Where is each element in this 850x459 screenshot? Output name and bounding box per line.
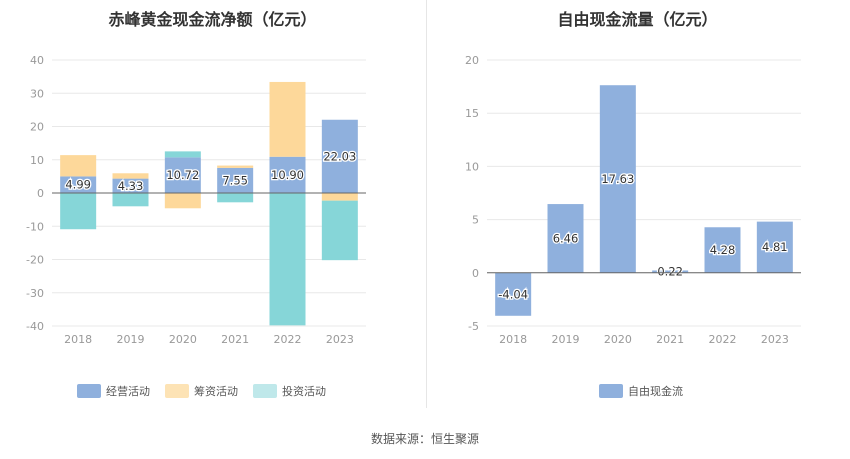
x-tick-label: 2023 <box>761 333 789 346</box>
cash-flow-chart: 40 30 20 10 0 -10 -20 -30 -40 2018 4.99 2019 4.33 202… <box>26 54 366 398</box>
data-source-note: 数据来源：恒生聚源 <box>370 432 479 446</box>
legend-swatch <box>165 384 189 398</box>
y-tick-label: -5 <box>468 320 479 333</box>
free-cash-flow-chart: 20 15 10 5 0 -5 2018 -4.04 2019 6.46 2020 17.63 2021… <box>465 54 801 398</box>
bar <box>60 176 97 193</box>
y-tick-label: 20 <box>465 54 479 67</box>
x-tick-label: 2020 <box>604 333 632 346</box>
y-tick-label: -20 <box>26 254 44 267</box>
y-tick-label: 40 <box>30 54 44 67</box>
x-tick-label: 2021 <box>221 333 249 346</box>
data-label: 0.22 <box>657 265 683 279</box>
cash-flow-chart-panel: 赤峰黄金现金流净额（亿元） 40 30 20 10 0 -10 -20 -30 -40 2018 4… <box>0 0 425 420</box>
bar <box>269 81 306 157</box>
y-tick-label: 10 <box>30 154 44 167</box>
data-label: 10.90 <box>271 168 304 182</box>
bar <box>112 193 149 207</box>
y-tick-label: 5 <box>472 214 479 227</box>
bar <box>112 173 149 179</box>
bar <box>547 204 584 273</box>
bar <box>164 151 201 158</box>
bar <box>704 227 741 273</box>
legend-swatch <box>77 384 101 398</box>
legend-label: 自由现金流 <box>628 384 683 398</box>
x-tick-label: 2022 <box>709 333 737 346</box>
x-tick-label: 2023 <box>326 333 354 346</box>
bar <box>269 156 306 193</box>
data-label: 4.33 <box>118 179 144 193</box>
panel-divider <box>426 0 427 408</box>
data-label: 10.72 <box>166 168 199 182</box>
data-label: 4.28 <box>710 243 736 257</box>
bar <box>599 85 636 273</box>
legend-label: 经营活动 <box>106 384 150 398</box>
x-tick-label: 2018 <box>499 333 527 346</box>
x-tick-label: 2021 <box>656 333 684 346</box>
bar <box>269 193 306 326</box>
legend-swatch <box>599 384 623 398</box>
y-tick-label: 10 <box>465 160 479 173</box>
free-cash-flow-chart-panel: 自由现金流量（亿元） 20 15 10 5 0 -5 2018 -4.04 2019 6.46 20… <box>425 0 850 420</box>
y-tick-label: 15 <box>465 107 479 120</box>
x-tick-label: 2020 <box>169 333 197 346</box>
bar <box>217 165 254 168</box>
y-tick-label: 30 <box>30 87 44 100</box>
bar <box>321 200 358 261</box>
y-tick-label: 20 <box>30 121 44 134</box>
bar <box>321 193 358 201</box>
chart-title: 自由现金流量（亿元） <box>557 10 718 29</box>
y-tick-label: 0 <box>37 187 44 200</box>
x-tick-label: 2019 <box>117 333 145 346</box>
chart-title: 赤峰黄金现金流净额（亿元） <box>108 10 317 29</box>
x-tick-label: 2018 <box>64 333 92 346</box>
bar <box>652 270 689 273</box>
bar <box>217 167 254 193</box>
bar <box>495 272 532 316</box>
legend-swatch <box>253 384 277 398</box>
bar <box>60 193 97 230</box>
bar <box>217 193 254 203</box>
data-label: 4.99 <box>65 178 91 192</box>
data-label: 4.81 <box>762 240 788 254</box>
data-label: 22.03 <box>323 149 356 163</box>
x-tick-label: 2019 <box>552 333 580 346</box>
y-tick-label: -40 <box>26 320 44 333</box>
bar <box>164 157 201 193</box>
bar <box>60 155 97 177</box>
data-label: 7.55 <box>222 173 248 187</box>
bar <box>164 193 201 209</box>
y-tick-label: -10 <box>26 220 44 233</box>
y-tick-label: 0 <box>472 267 479 280</box>
data-label: -4.04 <box>498 287 528 301</box>
legend-label: 筹资活动 <box>194 384 238 398</box>
bar <box>321 119 358 193</box>
data-label: 6.46 <box>553 231 579 245</box>
x-tick-label: 2022 <box>274 333 302 346</box>
legend-label: 投资活动 <box>282 384 326 398</box>
bar <box>112 178 149 193</box>
y-tick-label: -30 <box>26 287 44 300</box>
data-label: 17.63 <box>601 172 634 186</box>
bar <box>756 221 793 273</box>
